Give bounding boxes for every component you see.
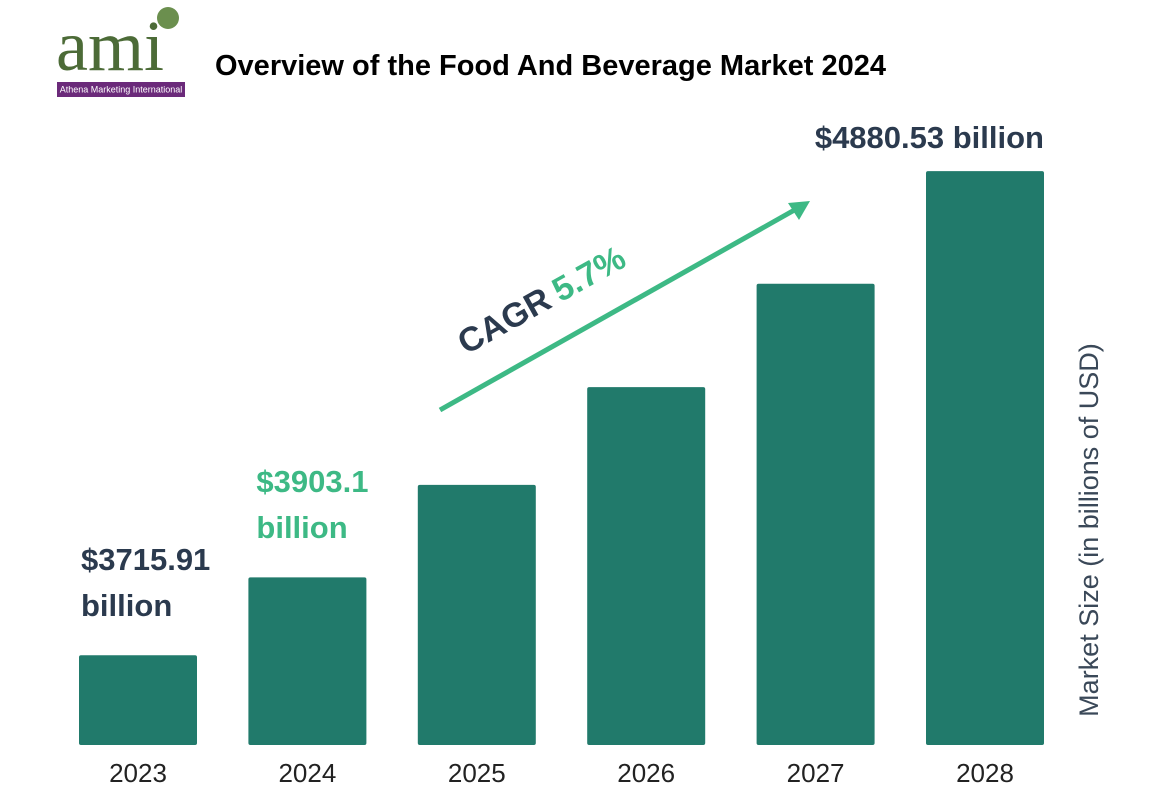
bar <box>756 283 875 745</box>
y-axis-label: Market Size (in billions of USD) <box>1074 343 1104 717</box>
value-label: $3903.1 billion <box>256 464 369 546</box>
bar <box>587 387 706 745</box>
x-tick-label: 2028 <box>956 758 1014 788</box>
bar <box>926 171 1044 745</box>
x-tick-label: 2027 <box>787 758 845 788</box>
cagr-value: 5.7% <box>546 239 632 310</box>
x-tick-label: 2025 <box>448 758 506 788</box>
cagr-arrow <box>438 205 800 413</box>
logo-caption: Athena Marketing International <box>60 84 183 94</box>
bar <box>417 484 536 745</box>
x-tick-label: 2026 <box>617 758 675 788</box>
cagr-group: CAGR 5.7% <box>451 239 632 362</box>
x-tick-label: 2023 <box>109 758 167 788</box>
bar <box>248 577 367 745</box>
bar <box>79 655 197 745</box>
x-tick-label: 2024 <box>278 758 336 788</box>
cagr-label: CAGR <box>451 280 557 362</box>
logo-mark: ami <box>56 6 164 86</box>
cagr-arrowhead <box>788 201 810 220</box>
value-label: $4880.53 billion <box>814 120 1044 156</box>
chart-title: Overview of the Food And Beverage Market… <box>215 50 886 82</box>
logo-band <box>57 82 185 97</box>
logo-globe <box>157 7 179 29</box>
value-label: $3715.91 billion <box>81 542 211 624</box>
